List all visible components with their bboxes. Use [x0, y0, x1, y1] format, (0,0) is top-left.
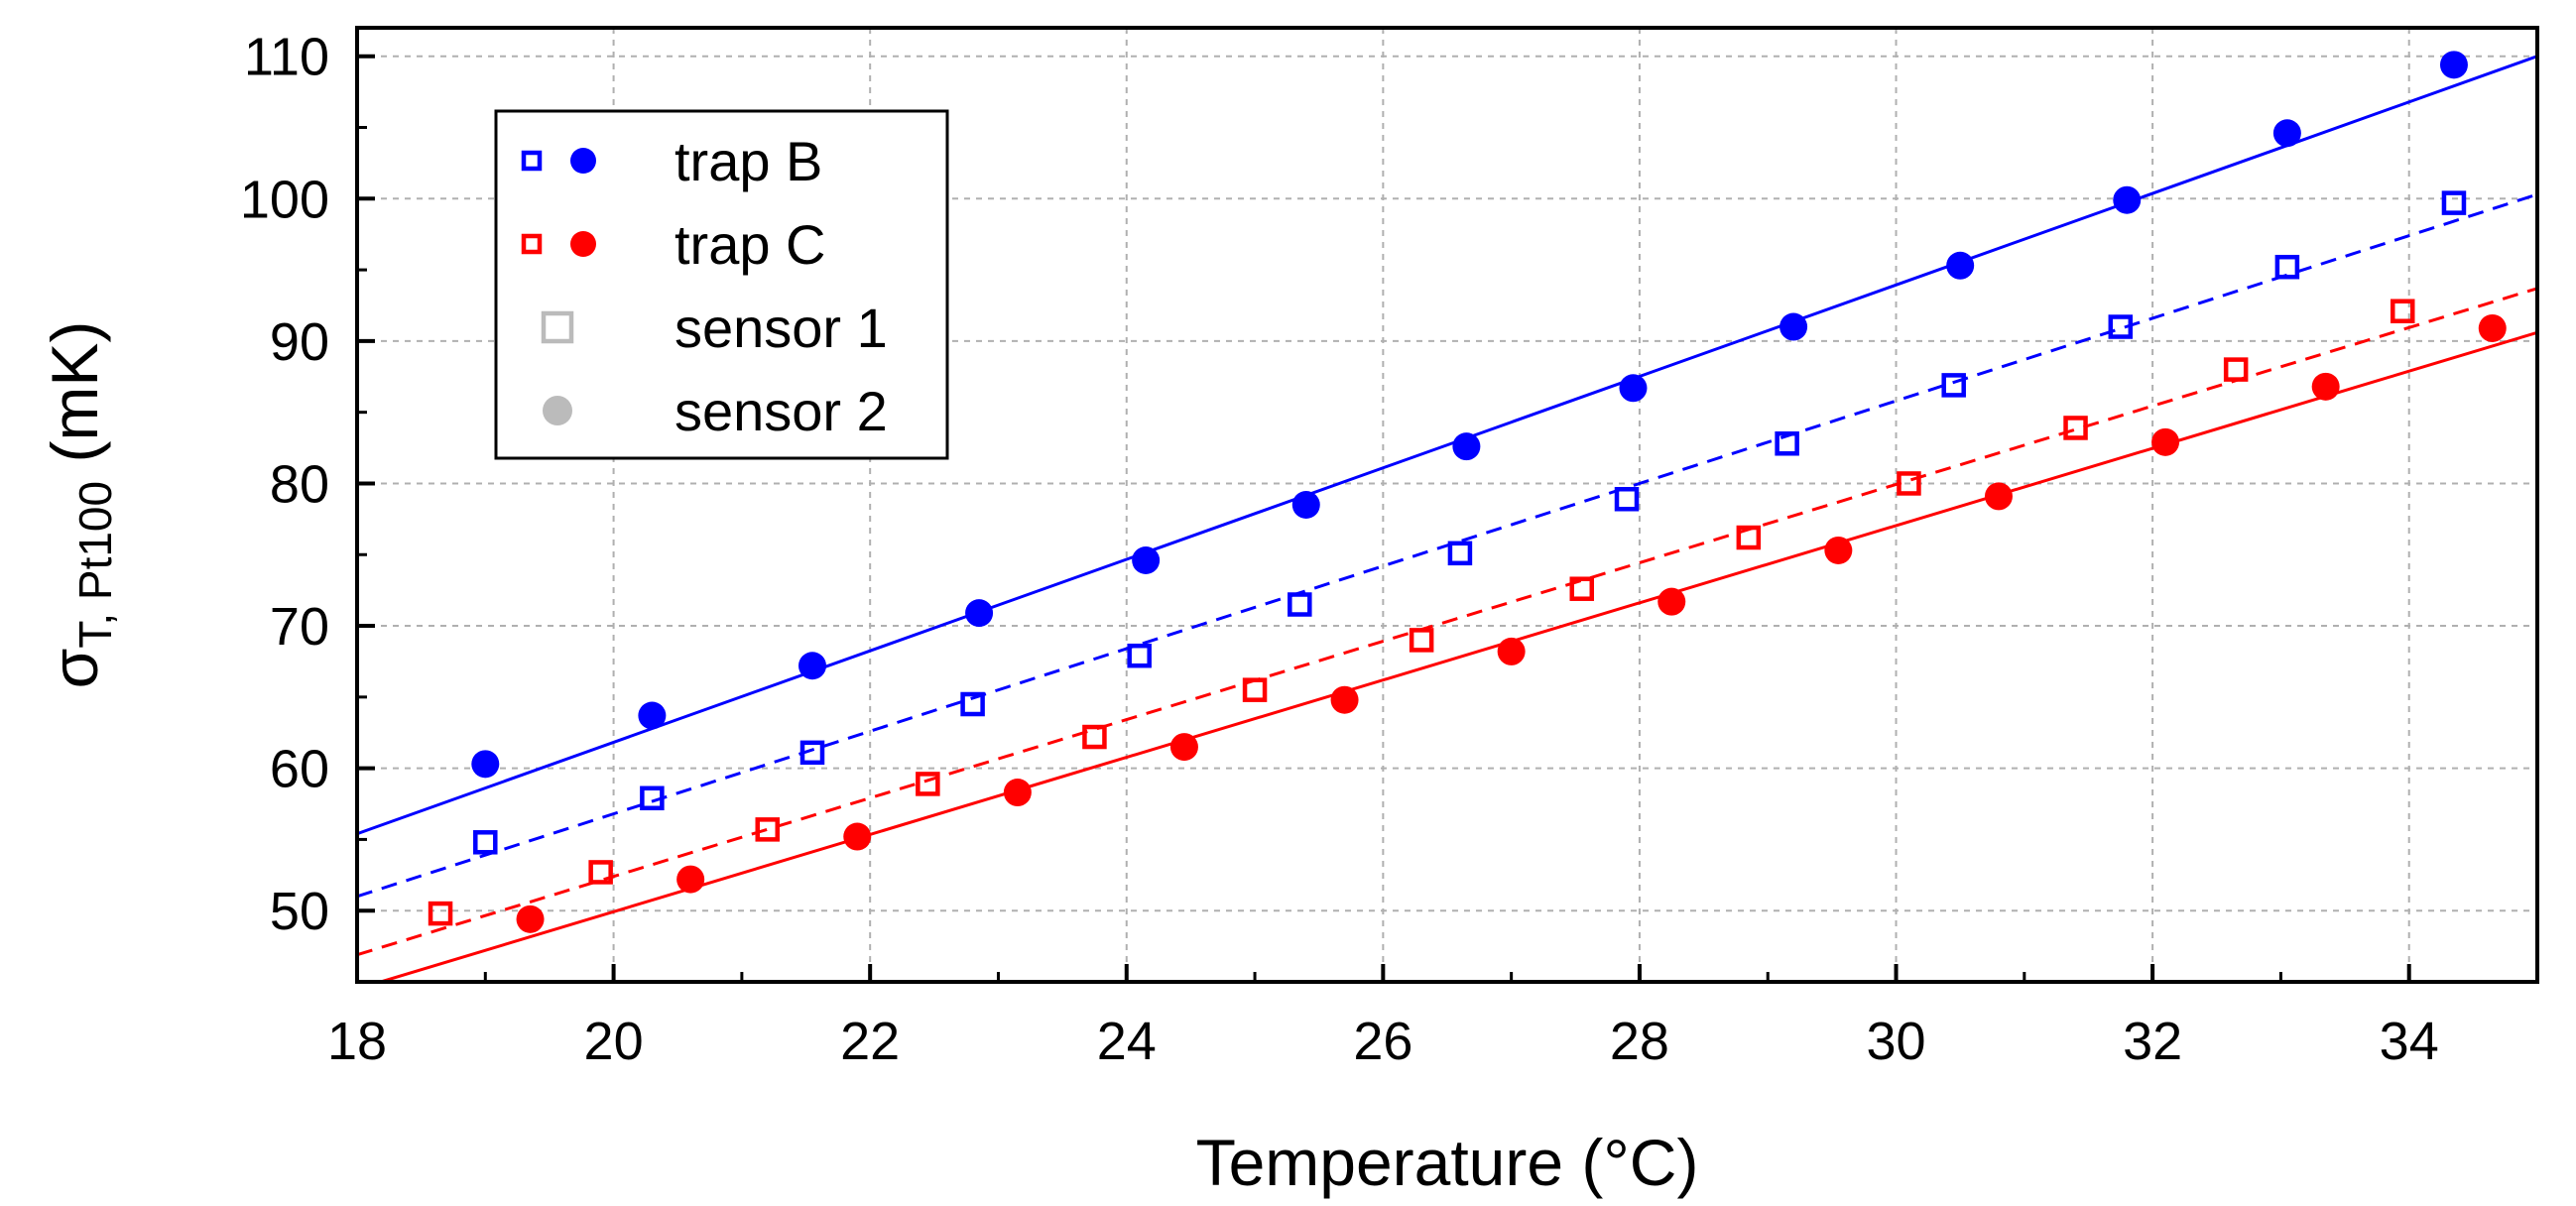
legend-entry: trap B	[521, 130, 822, 192]
open-square-marker	[1775, 431, 1799, 456]
filled-circle-marker	[516, 904, 545, 933]
y-tick-label: 90	[270, 312, 329, 372]
filled-circle-marker	[1169, 733, 1198, 762]
fit-line	[357, 192, 2537, 899]
filled-circle-marker	[1291, 491, 1320, 519]
open-square-marker	[1614, 487, 1640, 512]
filled-circle-marker	[471, 750, 500, 779]
fit-line	[357, 287, 2537, 957]
filled-circle-marker	[570, 148, 596, 174]
open-square-marker	[588, 860, 613, 885]
x-tick-label: 34	[2380, 1012, 2439, 1071]
filled-circle-marker	[1984, 482, 2013, 511]
open-square-marker	[2063, 416, 2088, 440]
plot-frame	[355, 26, 2539, 984]
filled-circle-marker	[2272, 119, 2301, 148]
y-axis-symbol: σ	[38, 649, 111, 689]
filled-circle-marker	[1619, 374, 1648, 403]
open-square-marker	[755, 817, 780, 842]
open-square-marker	[473, 830, 498, 855]
open-square-marker	[2223, 357, 2249, 382]
fit-line	[357, 55, 2537, 836]
y-axis-unit: (mK)	[38, 321, 111, 481]
filled-circle-marker	[1330, 685, 1359, 714]
open-square-marker	[2108, 314, 2134, 339]
open-square-marker	[640, 785, 665, 811]
y-tick-label: 60	[270, 740, 329, 799]
x-tick-label: 32	[2123, 1012, 2182, 1071]
open-square-marker	[1897, 471, 1921, 496]
filled-circle-marker	[1003, 779, 1032, 807]
open-square-marker	[960, 691, 985, 717]
open-square-marker	[1288, 592, 1312, 617]
legend-label: sensor 1	[675, 297, 888, 359]
y-axis-subscript: T, Pt100	[69, 481, 121, 649]
filled-circle-marker	[1497, 637, 1526, 665]
open-square-marker	[521, 150, 543, 172]
data-points	[428, 51, 2507, 933]
filled-circle-marker	[676, 865, 705, 894]
open-square-marker	[2390, 299, 2415, 323]
x-tick-label: 26	[1353, 1012, 1412, 1071]
x-tick-label: 30	[1866, 1012, 1925, 1071]
x-tick-label: 28	[1610, 1012, 1669, 1071]
filled-circle-marker	[1452, 432, 1481, 461]
open-square-marker	[541, 310, 574, 344]
legend: trap B trap C sensor 1 sensor 2	[494, 109, 949, 460]
filled-circle-marker	[2151, 427, 2180, 456]
legend-label: trap C	[675, 213, 826, 276]
filled-circle-marker	[543, 396, 572, 425]
y-tick-label: 110	[244, 28, 329, 87]
open-square-marker	[1941, 373, 1966, 398]
open-square-marker	[1409, 628, 1434, 653]
y-tick-label: 100	[240, 170, 329, 229]
legend-entry: sensor 2	[543, 380, 888, 442]
x-axis-title: Temperature (°C)	[1196, 1126, 1699, 1199]
filled-circle-marker	[570, 231, 596, 257]
open-square-marker	[1736, 525, 1762, 550]
open-square-marker	[428, 901, 453, 926]
x-tick-label: 22	[840, 1012, 900, 1071]
filled-circle-marker	[2113, 185, 2142, 214]
filled-circle-marker	[2311, 372, 2340, 401]
legend-label: trap B	[675, 130, 822, 192]
filled-circle-marker	[1657, 587, 1686, 616]
open-square-marker	[1082, 724, 1107, 750]
filled-circle-marker	[1824, 536, 1853, 564]
open-square-marker	[799, 740, 825, 766]
filled-circle-marker	[843, 822, 872, 851]
y-tick-label: 80	[270, 454, 329, 514]
legend-entry: sensor 1	[541, 297, 888, 359]
x-tick-label: 18	[327, 1012, 387, 1071]
filled-circle-marker	[1132, 545, 1161, 574]
open-square-marker	[2274, 254, 2300, 280]
x-tick-label: 24	[1097, 1012, 1157, 1071]
filled-circle-marker	[1779, 312, 1808, 341]
filled-circle-marker	[2478, 313, 2507, 342]
open-square-marker	[1242, 677, 1268, 702]
filled-circle-marker	[638, 701, 667, 730]
tick-labels: 18 20 22 24 26 28 30 32 34 50 60 70 80 90 100 110	[240, 28, 2439, 1071]
y-tick-label: 50	[270, 882, 329, 941]
open-square-marker	[521, 233, 543, 255]
filled-circle-marker	[2439, 51, 2468, 79]
x-tick-label: 20	[584, 1012, 644, 1071]
open-square-marker	[1127, 643, 1152, 668]
filled-circle-marker	[965, 599, 994, 628]
y-axis-title: σT, Pt100 (mK)	[38, 321, 121, 689]
legend-label: sensor 2	[675, 380, 888, 442]
open-square-marker	[2441, 190, 2467, 215]
open-square-marker	[1447, 541, 1473, 566]
filled-circle-marker	[797, 652, 826, 680]
filled-circle-marker	[1946, 251, 1975, 280]
legend-box	[494, 109, 949, 460]
y-tick-label: 70	[270, 597, 329, 657]
axis-ticks	[355, 54, 2411, 982]
legend-entry: trap C	[521, 213, 826, 276]
open-square-marker	[1569, 576, 1595, 601]
open-square-marker	[916, 772, 940, 796]
